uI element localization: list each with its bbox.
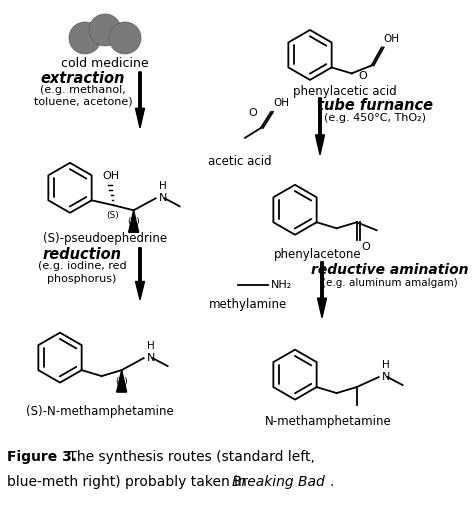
Text: N: N bbox=[146, 353, 155, 363]
Text: N: N bbox=[382, 372, 390, 382]
Text: toluene, acetone): toluene, acetone) bbox=[34, 97, 132, 107]
Text: (S): (S) bbox=[106, 211, 119, 220]
Text: phenylacetic acid: phenylacetic acid bbox=[293, 85, 397, 98]
Polygon shape bbox=[128, 210, 139, 232]
Text: .: . bbox=[330, 475, 334, 489]
Text: methylamine: methylamine bbox=[209, 298, 287, 311]
Text: (S)-N-methamphetamine: (S)-N-methamphetamine bbox=[26, 405, 174, 418]
Text: N-methamphetamine: N-methamphetamine bbox=[264, 414, 392, 428]
Text: (S)-pseudoephedrine: (S)-pseudoephedrine bbox=[43, 232, 167, 245]
Circle shape bbox=[89, 14, 121, 46]
Text: phenylacetone: phenylacetone bbox=[274, 248, 362, 261]
Circle shape bbox=[69, 22, 101, 54]
FancyArrow shape bbox=[136, 72, 145, 128]
Text: O: O bbox=[248, 108, 257, 118]
Text: O: O bbox=[362, 242, 370, 252]
Text: (e.g. iodine, red: (e.g. iodine, red bbox=[38, 260, 126, 271]
Text: reduction: reduction bbox=[43, 247, 121, 262]
Polygon shape bbox=[117, 370, 127, 392]
Text: OH: OH bbox=[383, 34, 400, 44]
Text: (e.g. aluminum amalgam): (e.g. aluminum amalgam) bbox=[322, 278, 458, 288]
FancyArrow shape bbox=[318, 262, 327, 318]
Text: tube furnance: tube furnance bbox=[317, 98, 433, 113]
Text: (e.g. 450°C, ThO₂): (e.g. 450°C, ThO₂) bbox=[324, 113, 426, 123]
FancyArrow shape bbox=[316, 98, 325, 155]
Text: H: H bbox=[146, 341, 155, 351]
Text: extraction: extraction bbox=[41, 71, 125, 86]
Text: Breaking Bad: Breaking Bad bbox=[232, 475, 325, 489]
Text: H: H bbox=[159, 181, 166, 191]
Text: blue-meth right) probably taken in: blue-meth right) probably taken in bbox=[7, 475, 251, 489]
Text: H: H bbox=[382, 360, 390, 370]
Text: Figure 3.: Figure 3. bbox=[7, 450, 77, 464]
Text: N: N bbox=[159, 193, 167, 203]
Text: cold medicine: cold medicine bbox=[61, 57, 149, 70]
Text: O: O bbox=[358, 72, 367, 81]
Text: (e.g. methanol,: (e.g. methanol, bbox=[40, 85, 126, 95]
Text: NH₂: NH₂ bbox=[271, 280, 292, 290]
Circle shape bbox=[109, 22, 141, 54]
Text: phosphorus): phosphorus) bbox=[47, 274, 117, 284]
Text: acetic acid: acetic acid bbox=[208, 155, 272, 168]
Text: (S): (S) bbox=[128, 217, 140, 226]
FancyArrow shape bbox=[136, 248, 145, 300]
Text: OH: OH bbox=[273, 98, 289, 108]
Text: reductive amination: reductive amination bbox=[311, 263, 469, 277]
Text: (S): (S) bbox=[115, 377, 128, 386]
Text: The synthesis routes (standard left,: The synthesis routes (standard left, bbox=[64, 450, 315, 464]
Text: OH: OH bbox=[102, 171, 119, 181]
